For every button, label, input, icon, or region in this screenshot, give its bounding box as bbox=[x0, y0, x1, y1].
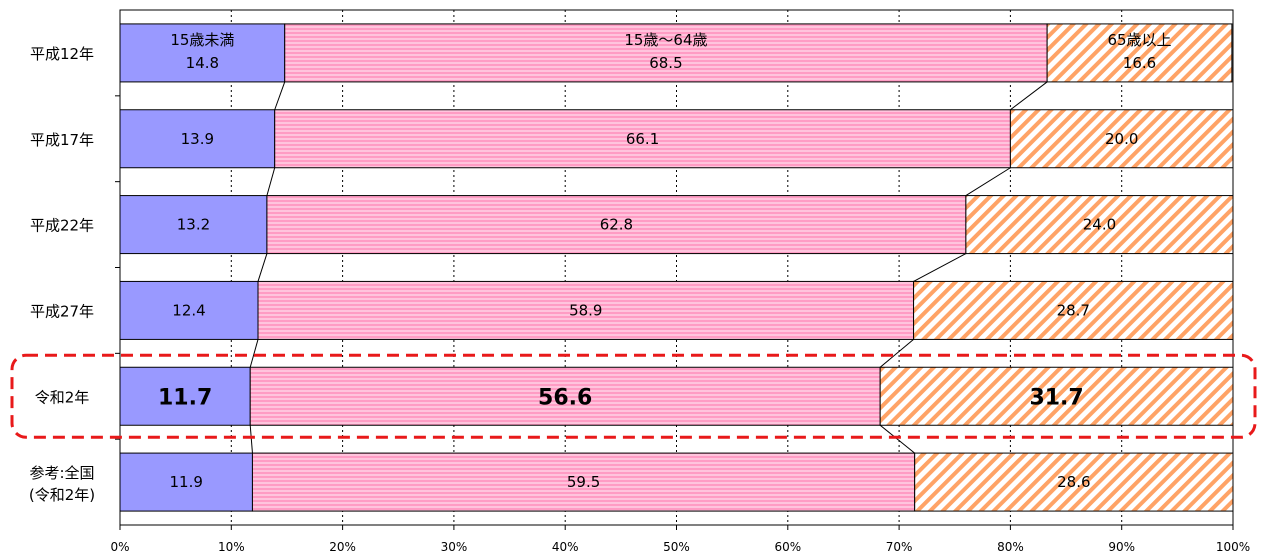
labels: 15歳未満 14.8 15歳～64歳 68.5 65歳以上 16.6 平成12年 13.9 66… bbox=[29, 31, 1172, 504]
bar-segment bbox=[1009, 109, 1234, 169]
bar-segment bbox=[257, 280, 915, 340]
bar-segment bbox=[249, 366, 881, 426]
highlight-box bbox=[10, 353, 1257, 439]
bar-segment bbox=[274, 109, 1011, 169]
x-tick-label: 20% bbox=[329, 540, 356, 554]
bar-segment bbox=[284, 23, 1048, 83]
x-tick-label: 0% bbox=[110, 540, 129, 554]
x-tick-label: 50% bbox=[663, 540, 690, 554]
series-lines bbox=[249, 81, 1048, 454]
grid-lines: 0% 10% 20% 30% 40% 50% 60% 70% 80% 90% 100% bbox=[110, 9, 1250, 554]
x-tick-label: 40% bbox=[552, 540, 579, 554]
bar-segment bbox=[119, 280, 259, 340]
data-label: 14.8 bbox=[186, 54, 219, 72]
bar-segment bbox=[119, 452, 253, 512]
series-line bbox=[266, 167, 276, 196]
series-label: 15歳～64歳 bbox=[624, 31, 707, 49]
series-line bbox=[879, 339, 914, 368]
series-line bbox=[249, 425, 253, 454]
bar-segment bbox=[914, 452, 1234, 512]
series-label: 15歳未満 bbox=[170, 31, 234, 49]
highlight-rect bbox=[10, 353, 1257, 439]
bars bbox=[119, 23, 1234, 512]
category-label: 参考:全国 bbox=[29, 464, 94, 482]
plot-frame bbox=[119, 9, 1234, 526]
data-label: 13.9 bbox=[181, 130, 214, 148]
category-label: (令和2年) bbox=[29, 486, 95, 504]
data-label: 62.8 bbox=[600, 216, 633, 234]
data-label: 59.5 bbox=[567, 473, 600, 491]
category-label: 平成27年 bbox=[30, 302, 94, 320]
bar-segment bbox=[119, 23, 286, 83]
bar-segment bbox=[965, 195, 1234, 255]
data-label: 66.1 bbox=[626, 130, 659, 148]
data-label: 31.7 bbox=[1029, 385, 1083, 410]
data-label: 20.0 bbox=[1105, 130, 1138, 148]
bar-segment bbox=[913, 280, 1234, 340]
x-tick-label: 10% bbox=[218, 540, 245, 554]
data-label: 56.6 bbox=[538, 385, 592, 410]
series-line bbox=[249, 339, 259, 368]
data-label: 68.5 bbox=[649, 54, 682, 72]
bar-segment bbox=[1046, 23, 1233, 83]
data-label: 11.9 bbox=[170, 473, 203, 491]
data-label: 11.7 bbox=[158, 385, 212, 410]
data-label: 12.4 bbox=[172, 301, 205, 319]
x-tick-label: 100% bbox=[1216, 540, 1250, 554]
data-label: 58.9 bbox=[569, 301, 602, 319]
category-label: 平成17年 bbox=[30, 131, 94, 149]
category-label: 令和2年 bbox=[35, 388, 90, 406]
data-label: 28.7 bbox=[1057, 301, 1090, 319]
x-tick-label: 80% bbox=[997, 540, 1024, 554]
bar-segment bbox=[119, 109, 276, 169]
x-tick-label: 90% bbox=[1108, 540, 1135, 554]
bar-segment bbox=[266, 195, 967, 255]
category-label: 平成12年 bbox=[30, 45, 94, 63]
x-tick-label: 70% bbox=[886, 540, 913, 554]
x-tick-label: 60% bbox=[774, 540, 801, 554]
x-tick-label: 30% bbox=[441, 540, 468, 554]
series-line bbox=[1010, 81, 1048, 111]
series-label: 65歳以上 bbox=[1107, 31, 1171, 49]
bar-segment bbox=[119, 195, 268, 255]
category-label: 平成22年 bbox=[30, 217, 94, 235]
bar-segment bbox=[879, 366, 1234, 426]
data-label: 24.0 bbox=[1083, 216, 1116, 234]
series-line bbox=[965, 167, 1011, 197]
data-label: 16.6 bbox=[1123, 54, 1156, 72]
bar-segment bbox=[251, 452, 916, 512]
data-label: 13.2 bbox=[177, 216, 210, 234]
bar-segment bbox=[119, 366, 251, 426]
series-line bbox=[913, 253, 967, 282]
series-line bbox=[879, 424, 915, 454]
data-label: 28.6 bbox=[1057, 473, 1090, 491]
series-line bbox=[257, 253, 268, 282]
series-line bbox=[274, 81, 286, 110]
